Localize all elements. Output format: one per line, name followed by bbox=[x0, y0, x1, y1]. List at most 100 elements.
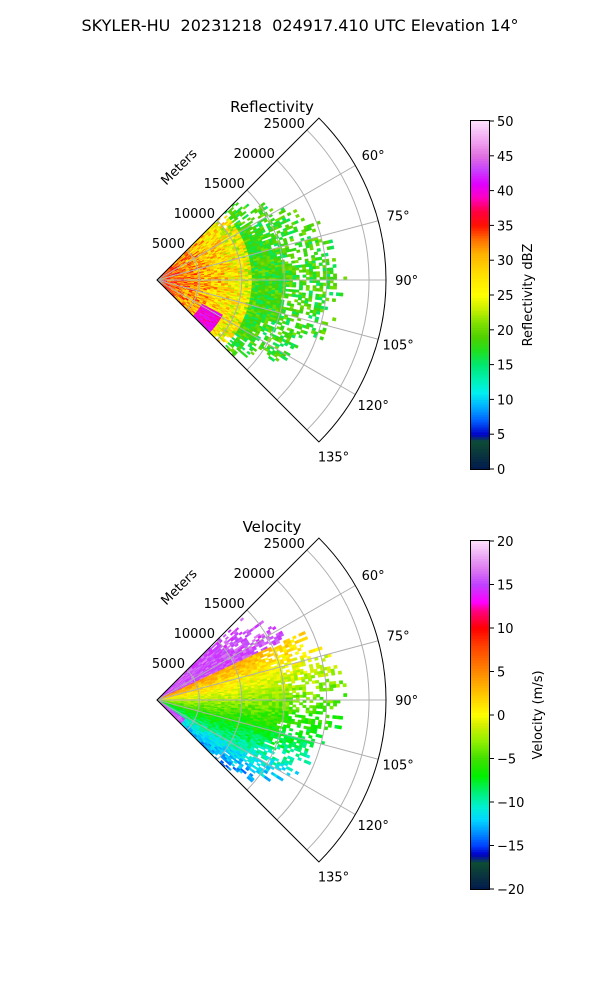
echo-gate bbox=[295, 267, 300, 271]
echo-gate bbox=[241, 346, 246, 351]
echo-gate bbox=[289, 238, 295, 242]
echo-gate bbox=[261, 229, 266, 234]
echo-gate bbox=[234, 627, 240, 632]
echo-gate bbox=[268, 273, 273, 277]
echo-gate bbox=[319, 282, 324, 287]
echo-gate bbox=[248, 276, 253, 279]
echo-gate bbox=[311, 228, 317, 233]
echo-gate bbox=[315, 242, 320, 247]
echo-gate bbox=[285, 275, 290, 278]
echo-gate bbox=[268, 207, 274, 213]
azimuth-tick-label: 105° bbox=[382, 339, 413, 354]
echo-gate bbox=[261, 276, 266, 279]
echo-gate bbox=[275, 281, 280, 285]
echo-gate bbox=[300, 300, 306, 304]
echo-gate bbox=[331, 317, 337, 322]
echo-gate bbox=[296, 330, 301, 335]
echo-gate bbox=[316, 310, 321, 315]
echo-gate bbox=[258, 276, 263, 279]
echo-gate bbox=[311, 263, 317, 267]
echo-gate bbox=[299, 282, 304, 286]
echo-gate bbox=[294, 220, 299, 225]
echo-gate bbox=[303, 330, 309, 335]
echo-gate bbox=[331, 257, 337, 262]
echo-gate bbox=[265, 273, 270, 277]
echo-gate bbox=[302, 282, 307, 286]
echo-gate bbox=[319, 285, 324, 289]
echo-gate bbox=[305, 263, 310, 268]
echo-gate bbox=[234, 201, 240, 207]
echo-gate bbox=[288, 284, 293, 288]
echo-gate bbox=[292, 247, 297, 252]
echo-gate bbox=[294, 299, 299, 303]
colorbar-tick-label: 35 bbox=[497, 219, 514, 234]
echo-gate bbox=[264, 657, 269, 661]
echo-gate bbox=[329, 270, 334, 275]
echo-gate bbox=[332, 264, 337, 268]
echo-gate bbox=[312, 271, 317, 275]
azimuth-tick-label: 135° bbox=[318, 451, 349, 466]
echo-gate bbox=[313, 251, 319, 256]
echo-gate bbox=[288, 225, 294, 230]
echo-gate bbox=[332, 285, 337, 290]
echo-gate bbox=[298, 334, 303, 339]
echo-gate bbox=[286, 211, 292, 217]
echo-gate bbox=[289, 282, 293, 285]
echo-gate bbox=[234, 217, 239, 222]
echo-gate bbox=[308, 266, 313, 270]
echo-gate bbox=[278, 275, 283, 279]
echo-gate bbox=[246, 217, 252, 222]
echo-gate bbox=[223, 214, 228, 219]
echo-gate bbox=[318, 262, 323, 267]
echo-gate bbox=[329, 267, 334, 272]
echo-gate bbox=[333, 273, 337, 278]
echo-gate bbox=[295, 274, 300, 278]
echo-gate bbox=[299, 284, 304, 288]
echo-gate bbox=[283, 254, 288, 258]
echo-gate bbox=[276, 230, 281, 235]
echo-gate bbox=[305, 269, 310, 273]
colorbar-tick-label: 45 bbox=[497, 150, 514, 165]
echo-gate bbox=[309, 274, 314, 278]
echo-gate bbox=[227, 629, 232, 634]
echo-gate bbox=[303, 303, 309, 307]
echo-gate bbox=[331, 298, 337, 303]
echo-gate bbox=[309, 271, 314, 275]
echo-gate bbox=[290, 639, 295, 644]
echo-gate bbox=[315, 296, 320, 301]
echo-gate bbox=[288, 293, 293, 297]
colorbar-tick-label: 25 bbox=[497, 289, 514, 304]
echo-gate bbox=[300, 217, 306, 222]
echo-gate bbox=[277, 321, 283, 326]
reflectivity-colorbar-label: Reflectivity dBZ bbox=[521, 244, 536, 347]
echo-gate bbox=[288, 289, 293, 293]
echo-gate bbox=[319, 336, 325, 341]
echo-gate bbox=[261, 274, 266, 277]
echo-gate bbox=[246, 350, 251, 356]
echo-gate bbox=[241, 220, 246, 225]
colorbar-tick-label: 50 bbox=[497, 115, 514, 130]
echo-gate bbox=[301, 231, 307, 236]
echo-gate bbox=[294, 294, 299, 298]
echo-gate bbox=[316, 271, 320, 275]
echo-gate bbox=[262, 331, 268, 336]
range-tick-label: 5000 bbox=[152, 237, 185, 252]
reflectivity-title: Reflectivity bbox=[230, 98, 314, 116]
echo-gate bbox=[222, 633, 227, 638]
figure-suptitle: SKYLER-HU 20231218 024917.410 UTC Elevat… bbox=[81, 16, 519, 35]
echo-gate bbox=[309, 222, 315, 228]
echo-gate bbox=[306, 306, 311, 311]
echo-gate bbox=[265, 281, 270, 285]
echo-gate bbox=[316, 248, 321, 252]
echo-gate bbox=[309, 246, 314, 251]
echo-gate bbox=[281, 209, 287, 214]
echo-gate bbox=[238, 631, 243, 636]
echo-gate bbox=[305, 311, 310, 316]
reflectivity-range-axis-label: Meters bbox=[159, 146, 201, 188]
echo-gate bbox=[297, 647, 302, 652]
echo-gate bbox=[295, 289, 300, 293]
echo-gate bbox=[288, 270, 293, 274]
range-tick-label: 20000 bbox=[234, 147, 275, 162]
